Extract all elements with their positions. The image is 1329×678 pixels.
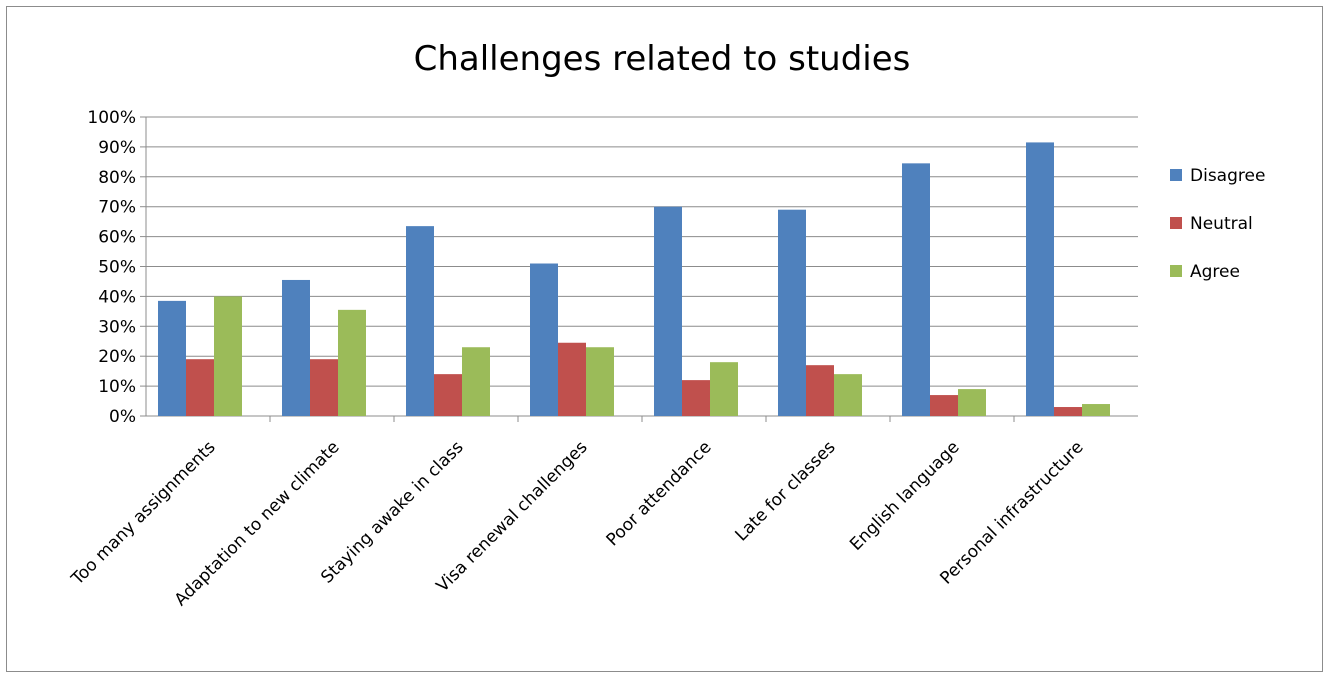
bar-neutral (434, 374, 462, 416)
x-tick-label: Late for classes (732, 437, 840, 545)
bar-agree (214, 296, 242, 416)
legend-swatch-agree (1170, 265, 1182, 277)
bar-agree (586, 347, 614, 416)
bar-disagree (902, 163, 930, 416)
bars (158, 142, 1110, 417)
x-tick-label: Staying awake in class (317, 437, 467, 587)
bar-neutral (1054, 407, 1082, 416)
chart-title: Challenges related to studies (414, 39, 911, 79)
bar-agree (710, 362, 738, 416)
bar-agree (834, 374, 862, 416)
y-tick-label: 80% (98, 168, 136, 188)
y-tick-label: 70% (98, 198, 136, 218)
y-tick-label: 0% (109, 407, 136, 427)
bar-neutral (806, 365, 834, 416)
bar-disagree (530, 263, 558, 416)
bar-disagree (406, 226, 434, 416)
bar-agree (1082, 404, 1110, 416)
y-tick-label: 10% (98, 377, 136, 397)
x-tick-label: Personal infrastructure (936, 437, 1087, 588)
x-tick-label: Too many assignments (67, 437, 220, 590)
legend-label-disagree: Disagree (1190, 166, 1265, 186)
legend-label-agree: Agree (1190, 262, 1240, 282)
y-tick-label: 40% (98, 287, 136, 307)
bar-neutral (930, 395, 958, 416)
y-tick-label: 50% (98, 258, 136, 278)
legend-swatch-disagree (1170, 169, 1182, 181)
legend-swatch-neutral (1170, 217, 1182, 229)
x-tick-label: English language (846, 437, 963, 554)
bar-agree (338, 309, 366, 416)
y-tick-label: 60% (98, 228, 136, 248)
y-axis-ticks: 0% 10% 20% 30% 40% 50% 60% 70% 80% 90% 100% (87, 108, 136, 427)
bar-disagree (1026, 142, 1054, 417)
y-tick-label: 30% (98, 317, 136, 337)
bar-neutral (682, 380, 710, 416)
y-tick-label: 100% (87, 108, 136, 128)
bar-disagree (654, 206, 682, 416)
x-tick-label: Poor attendance (603, 437, 716, 550)
legend: Disagree Neutral Agree (1170, 166, 1265, 282)
legend-label-neutral: Neutral (1190, 214, 1253, 234)
bar-disagree (158, 300, 186, 416)
bar-disagree (282, 279, 310, 416)
bar-neutral (310, 359, 338, 416)
y-tick-label: 90% (98, 138, 136, 158)
bar-disagree (778, 209, 806, 416)
bar-agree (462, 347, 490, 416)
y-tick-label: 20% (98, 347, 136, 367)
bar-neutral (186, 359, 214, 416)
bar-agree (958, 389, 986, 416)
bar-neutral (558, 342, 586, 416)
